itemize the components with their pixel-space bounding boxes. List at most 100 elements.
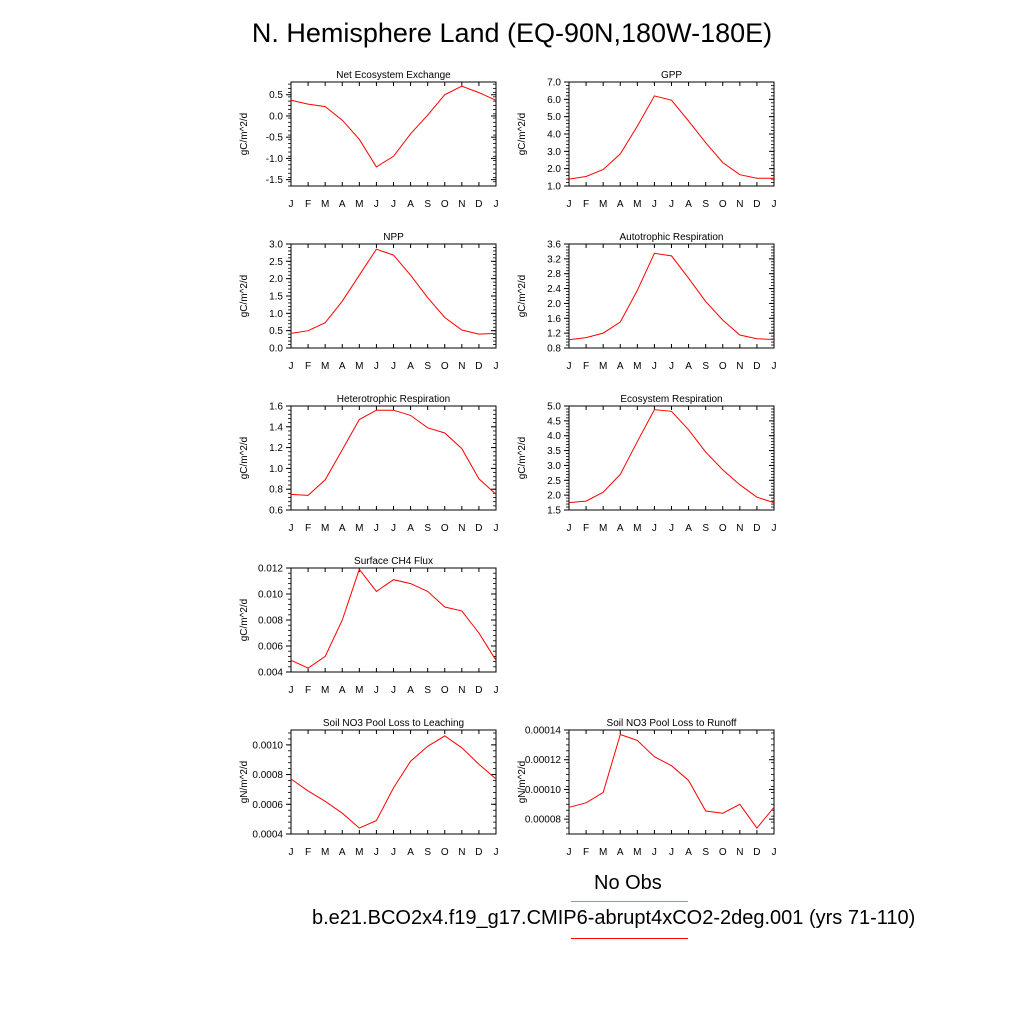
x-tick-label: N — [736, 199, 743, 210]
x-tick-label: N — [458, 199, 465, 210]
x-tick-label: M — [321, 847, 329, 858]
x-tick-label: O — [719, 847, 727, 858]
x-tick-label: J — [669, 199, 674, 210]
x-tick-label: J — [494, 523, 499, 534]
x-tick-label: M — [599, 361, 607, 372]
x-tick-label: M — [633, 361, 641, 372]
x-tick-label: F — [305, 361, 311, 372]
y-tick-label: 2.4 — [547, 284, 561, 295]
y-tick-label: 3.0 — [547, 147, 561, 158]
y-axis-label: gC/m^2/d — [239, 437, 250, 480]
plot-frame — [290, 729, 497, 835]
y-tick-label: 2.0 — [547, 299, 561, 310]
legend-obs-line — [571, 901, 688, 902]
x-tick-label: O — [441, 523, 449, 534]
x-tick-label: A — [339, 361, 346, 372]
legend-obs-label: No Obs — [594, 872, 662, 894]
x-tick-label: S — [424, 847, 431, 858]
x-tick-label: N — [458, 523, 465, 534]
x-tick-label: A — [407, 685, 414, 696]
y-tick-label: 0.00012 — [525, 755, 562, 766]
x-tick-label: D — [475, 523, 482, 534]
series-line — [568, 95, 774, 180]
x-tick-label: M — [633, 847, 641, 858]
x-tick-label: D — [753, 199, 760, 210]
x-tick-label: J — [374, 523, 379, 534]
plot-frame — [568, 243, 775, 349]
y-tick-label: 2.0 — [547, 164, 561, 175]
x-tick-label: S — [424, 199, 431, 210]
y-tick-label: 1.0 — [269, 464, 283, 475]
x-tick-label: J — [567, 523, 572, 534]
x-tick-label: N — [458, 685, 465, 696]
x-tick-label: A — [407, 847, 414, 858]
series-line — [568, 409, 775, 504]
chart-title: Soil NO3 Pool Loss to Leaching — [323, 718, 464, 729]
x-tick-label: N — [458, 847, 465, 858]
y-tick-label: 0.012 — [258, 564, 283, 575]
x-tick-label: M — [355, 361, 363, 372]
x-tick-label: A — [617, 199, 624, 210]
y-tick-label: 5.0 — [547, 402, 561, 413]
x-tick-label: J — [374, 685, 379, 696]
x-tick-label: M — [321, 199, 329, 210]
x-tick-label: O — [719, 361, 727, 372]
x-tick-label: M — [633, 523, 641, 534]
y-tick-label: 7.0 — [547, 78, 561, 89]
y-tick-label: 0.0008 — [252, 770, 283, 781]
chart-title: Ecosystem Respiration — [620, 394, 722, 405]
x-tick-label: J — [652, 361, 657, 372]
chart-title: Net Ecosystem Exchange — [336, 70, 451, 81]
x-tick-label: A — [685, 199, 692, 210]
chart-title: Heterotrophic Respiration — [337, 394, 450, 405]
y-tick-label: 4.5 — [547, 416, 561, 427]
x-tick-label: J — [772, 361, 777, 372]
series-line — [290, 85, 497, 168]
y-tick-label: 0.0010 — [252, 740, 283, 751]
x-tick-label: A — [685, 523, 692, 534]
x-tick-label: J — [669, 847, 674, 858]
x-tick-label: A — [339, 685, 346, 696]
y-tick-label: 0.00014 — [525, 726, 562, 737]
x-tick-label: D — [753, 523, 760, 534]
x-tick-label: J — [289, 523, 294, 534]
x-tick-label: J — [374, 199, 379, 210]
y-tick-label: 3.6 — [547, 240, 561, 251]
x-tick-label: S — [702, 361, 709, 372]
x-tick-label: M — [355, 685, 363, 696]
x-tick-label: M — [321, 523, 329, 534]
x-tick-label: A — [407, 361, 414, 372]
y-tick-label: 1.0 — [269, 309, 283, 320]
x-tick-label: F — [583, 523, 589, 534]
x-tick-label: J — [374, 847, 379, 858]
series-line — [568, 252, 775, 341]
x-tick-label: N — [736, 361, 743, 372]
y-tick-label: 1.5 — [547, 506, 561, 517]
y-tick-label: 2.0 — [547, 491, 561, 502]
x-tick-label: J — [494, 361, 499, 372]
x-tick-label: A — [407, 523, 414, 534]
x-tick-label: M — [355, 847, 363, 858]
x-tick-label: J — [494, 685, 499, 696]
x-tick-label: J — [391, 361, 396, 372]
y-tick-label: 3.0 — [269, 240, 283, 251]
x-tick-label: J — [652, 199, 657, 210]
x-tick-label: J — [289, 361, 294, 372]
x-tick-label: M — [599, 847, 607, 858]
y-tick-label: 1.4 — [269, 422, 283, 433]
x-tick-label: A — [339, 523, 346, 534]
x-tick-label: F — [583, 847, 589, 858]
y-tick-label: 6.0 — [547, 95, 561, 106]
y-tick-label: 3.5 — [547, 446, 561, 457]
x-tick-label: J — [289, 685, 294, 696]
series-line — [290, 568, 497, 669]
y-axis-label: gN/m^2/d — [517, 761, 528, 804]
x-tick-label: M — [321, 361, 329, 372]
x-tick-label: J — [494, 199, 499, 210]
series-line — [290, 409, 497, 496]
x-tick-label: F — [583, 361, 589, 372]
